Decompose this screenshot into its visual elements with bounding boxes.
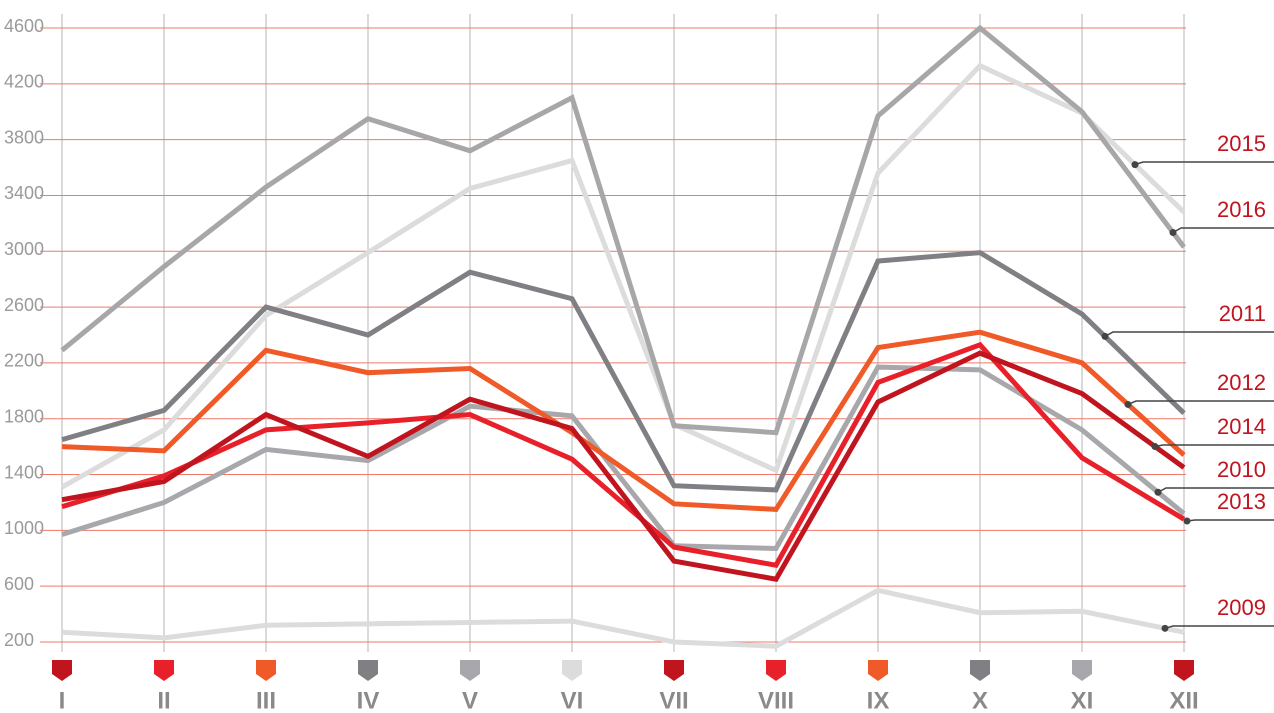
month-marker xyxy=(1174,660,1194,681)
leader-dot xyxy=(1151,443,1159,451)
month-marker xyxy=(460,660,480,681)
leader-line xyxy=(1172,227,1274,234)
x-tick-label: V xyxy=(462,687,478,713)
x-tick-label: IV xyxy=(357,687,380,713)
series-line xyxy=(61,341,1186,569)
x-tick-label: II xyxy=(157,687,170,713)
leader-dot xyxy=(1124,400,1132,408)
legend-label: 2015 xyxy=(1217,131,1266,156)
legend-label: 2012 xyxy=(1217,370,1266,395)
series-line xyxy=(61,350,1186,582)
series-line xyxy=(61,250,1186,493)
x-tick-label: I xyxy=(59,687,66,713)
y-tick-label: 3000 xyxy=(4,239,44,259)
y-tick-label: 600 xyxy=(4,574,34,594)
y-tick-label: 4200 xyxy=(4,72,44,92)
month-marker xyxy=(868,660,888,681)
month-marker xyxy=(52,660,72,681)
y-tick-label: 4600 xyxy=(4,16,44,36)
x-tick-label: VII xyxy=(659,687,688,713)
month-marker xyxy=(562,660,582,681)
x-tick-label: XII xyxy=(1169,687,1198,713)
y-tick-label: 1800 xyxy=(4,406,44,426)
x-tick-label: VI xyxy=(561,687,584,713)
legend-label: 2011 xyxy=(1219,301,1266,326)
series-line xyxy=(61,587,1185,649)
y-tick-label: 1400 xyxy=(4,462,44,482)
legend-label: 2016 xyxy=(1217,197,1266,222)
leader-line xyxy=(1186,519,1274,522)
series-line xyxy=(60,24,1186,436)
y-tick-label: 200 xyxy=(4,630,34,650)
series-line xyxy=(61,329,1186,513)
y-tick-label: 1000 xyxy=(4,518,44,538)
x-tick-label: III xyxy=(256,687,276,713)
leader-dot xyxy=(1169,228,1177,236)
leader-line xyxy=(1104,331,1274,338)
month-marker xyxy=(256,660,276,681)
x-tick-label: XI xyxy=(1071,687,1094,713)
leader-dot xyxy=(1154,488,1162,496)
leader-dot xyxy=(1101,332,1109,340)
legend-label: 2010 xyxy=(1217,457,1266,482)
month-marker xyxy=(358,660,378,681)
x-tick-label: X xyxy=(972,687,988,713)
leader-line xyxy=(1134,161,1274,166)
leader-line xyxy=(1164,625,1274,630)
month-marker xyxy=(1072,660,1092,681)
legend-label: 2014 xyxy=(1217,414,1266,439)
leader-dot xyxy=(1131,161,1139,169)
month-marker xyxy=(766,660,786,681)
legend-label: 2009 xyxy=(1217,595,1266,620)
legend-label: 2013 xyxy=(1217,489,1266,514)
y-tick-label: 2600 xyxy=(4,295,44,315)
leader-line xyxy=(1127,400,1274,406)
leader-dot xyxy=(1161,624,1169,632)
month-marker xyxy=(154,660,174,681)
series-line xyxy=(60,62,1186,490)
y-tick-label: 2200 xyxy=(4,351,44,371)
x-tick-label: VIII xyxy=(758,687,794,713)
leader-dot xyxy=(1183,517,1191,525)
month-marker xyxy=(970,660,990,681)
series-line xyxy=(61,364,1186,552)
x-tick-label: IX xyxy=(867,687,890,713)
y-tick-label: 3400 xyxy=(4,183,44,203)
month-marker xyxy=(664,660,684,681)
y-tick-label: 3800 xyxy=(4,127,44,147)
